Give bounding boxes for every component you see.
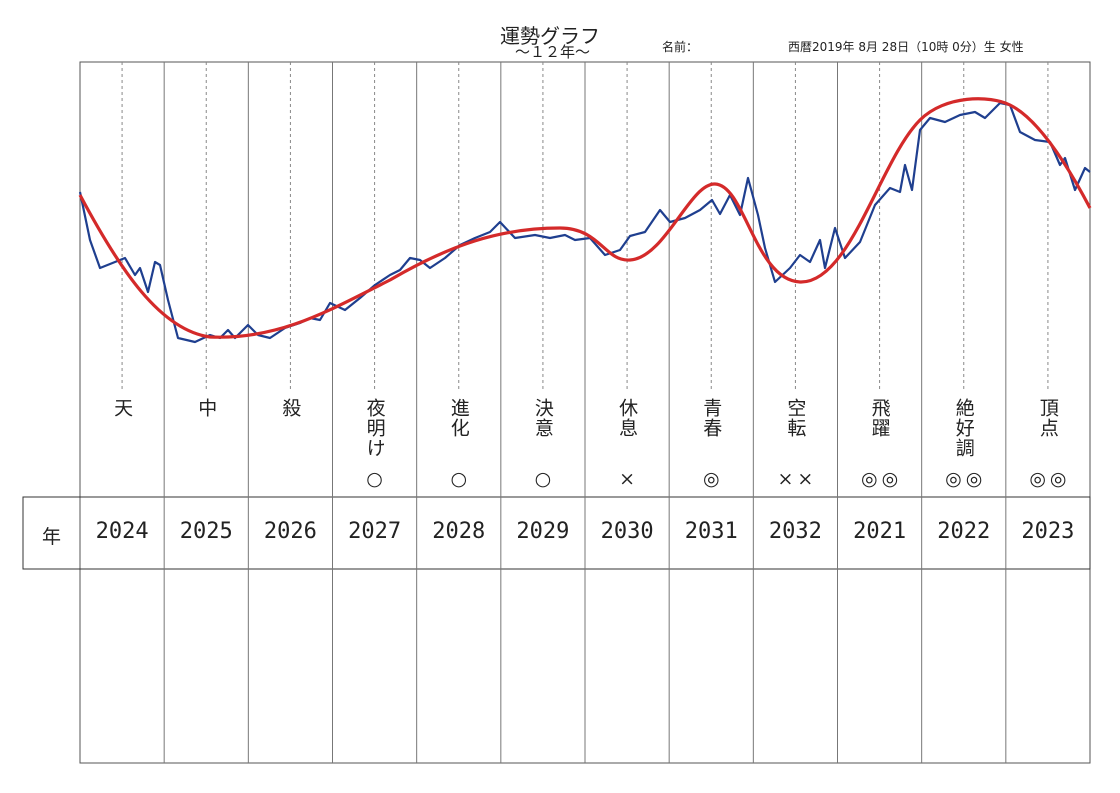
year-label: 2026 xyxy=(263,519,317,544)
phase-label: 頂点 xyxy=(1036,398,1059,438)
title: 運勢グラフ xyxy=(500,24,600,48)
phase-label: 飛躍 xyxy=(868,398,891,438)
rating-mark: ◎◎ xyxy=(860,468,903,490)
phase-label: 中 xyxy=(195,398,218,418)
fortune-trend-curve xyxy=(78,97,1092,339)
rating-mark: ○ xyxy=(366,468,387,490)
year-label: 2030 xyxy=(600,519,654,544)
birth-info: 西暦2019年 8月 28日（10時 0分）生 女性 xyxy=(788,40,1024,54)
phase-label: 青春 xyxy=(700,398,723,438)
subtitle: ～１２年～ xyxy=(515,43,591,61)
phase-label: 休息 xyxy=(616,398,639,438)
rating-mark: ◎◎ xyxy=(1029,468,1071,490)
rating-mark: ○ xyxy=(450,468,472,490)
rating-mark: ○ xyxy=(534,468,556,490)
column-lines xyxy=(121,62,1049,763)
year-label: 2029 xyxy=(516,519,570,544)
phase-label: 殺 xyxy=(279,398,302,418)
fortune-detail-curve xyxy=(78,101,1091,344)
year-label: 2022 xyxy=(937,519,991,544)
name-label: 名前： xyxy=(662,40,699,54)
phase-label: 夜明け xyxy=(363,398,386,458)
year-label: 2031 xyxy=(684,519,738,544)
year-label: 2027 xyxy=(348,519,402,544)
year-label: 2023 xyxy=(1021,519,1075,544)
year-label: 2021 xyxy=(853,519,907,544)
year-label: 2024 xyxy=(95,519,149,544)
year-row xyxy=(22,496,1091,570)
rating-mark: ◎ xyxy=(702,468,724,490)
phase-label: 空転 xyxy=(784,398,807,438)
rating-mark: ◎◎ xyxy=(945,468,987,490)
rating-mark: ×× xyxy=(777,468,818,490)
phase-label: 天 xyxy=(111,398,134,418)
year-label: 2032 xyxy=(768,519,822,544)
phase-label: 決意 xyxy=(531,398,554,438)
rating-mark: × xyxy=(619,468,640,490)
row-label: 年 xyxy=(42,526,62,548)
year-label: 2028 xyxy=(432,519,486,544)
year-label: 2025 xyxy=(179,519,233,544)
phase-label: 進化 xyxy=(447,398,470,438)
phase-label: 絶好調 xyxy=(952,398,975,458)
